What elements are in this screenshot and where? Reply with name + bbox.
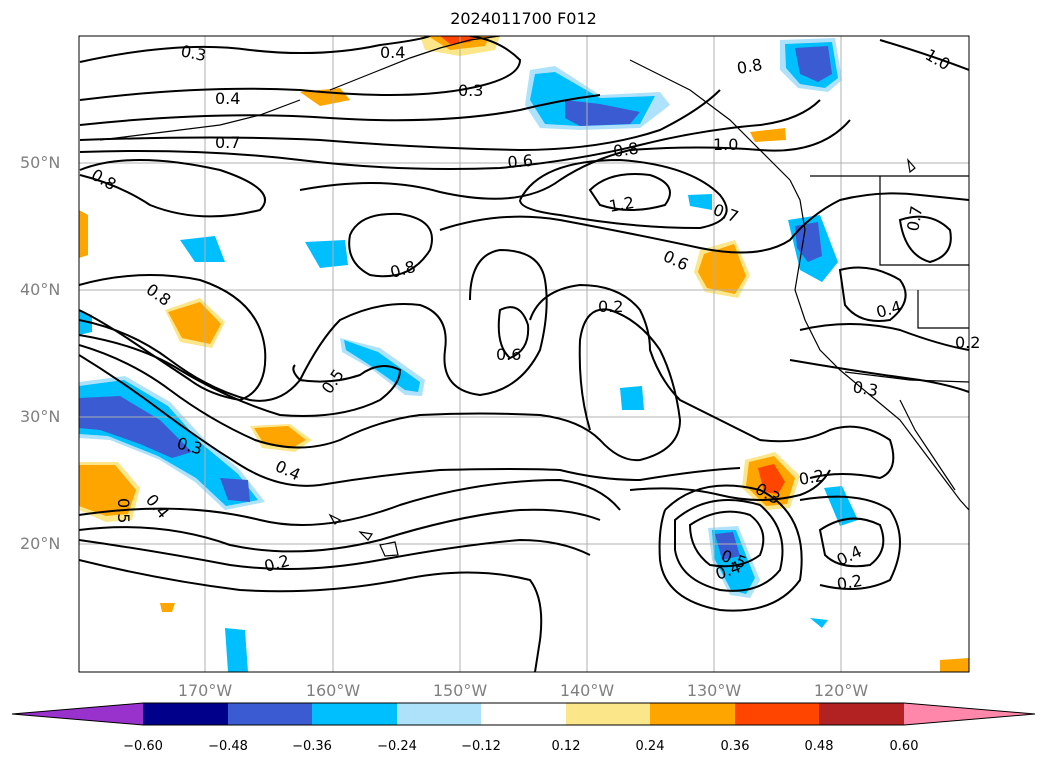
contour-label: 0.4 bbox=[272, 456, 303, 484]
contour-label: 0.2 bbox=[262, 551, 292, 576]
colorbar-segment bbox=[819, 703, 904, 725]
border-mexico bbox=[844, 371, 969, 383]
contour-label: 0.2 bbox=[835, 571, 863, 594]
colorbar-tick: −0.36 bbox=[292, 739, 332, 754]
alaska-coast bbox=[329, 36, 501, 91]
lon-label: 170°W bbox=[177, 681, 233, 700]
colorbar-tick: −0.48 bbox=[208, 739, 248, 754]
hawaii-island bbox=[379, 541, 399, 557]
colorbar-tick: 0.36 bbox=[720, 739, 750, 754]
island bbox=[907, 158, 916, 174]
contour-label: 0.6 bbox=[660, 246, 691, 274]
colorbar-segment bbox=[312, 703, 397, 725]
lat-label: 50°N bbox=[20, 153, 61, 172]
shade-positive bbox=[79, 465, 136, 516]
contour-label: 0.7 bbox=[215, 133, 240, 152]
colorbar-tick: −0.12 bbox=[461, 739, 501, 754]
contour-label: 0.4 bbox=[142, 490, 173, 522]
shade-negative bbox=[79, 310, 92, 335]
border-state bbox=[917, 290, 969, 329]
alaska-panhandle bbox=[629, 59, 791, 181]
contour-label: 0.4 bbox=[215, 89, 240, 108]
colorbar-segment bbox=[650, 703, 735, 725]
colorbar-segment bbox=[228, 703, 312, 725]
lon-label: 120°W bbox=[813, 681, 869, 700]
contour-label: 0.8 bbox=[88, 165, 120, 194]
lat-label: 40°N bbox=[20, 280, 61, 299]
contour-label: 1.0 bbox=[713, 135, 738, 154]
colorbar-segment bbox=[481, 703, 566, 725]
shade-negative bbox=[180, 236, 225, 262]
colorbar-extend-max-icon bbox=[904, 703, 1035, 725]
shade-positive bbox=[750, 128, 786, 142]
shade-positive bbox=[168, 302, 221, 344]
shade-positive bbox=[440, 36, 478, 44]
contour-label: 0.2 bbox=[955, 333, 980, 352]
lon-label: 150°W bbox=[432, 681, 488, 700]
contour-label: 0.5 bbox=[114, 498, 133, 523]
colorbar-outline bbox=[11, 702, 1036, 726]
contour-label: 1.2 bbox=[607, 193, 635, 216]
colorbar-segment bbox=[735, 703, 819, 725]
shade-negative bbox=[810, 618, 828, 628]
lon-label: 160°W bbox=[305, 681, 361, 700]
aleutian-chain bbox=[99, 99, 301, 141]
shade-negative bbox=[225, 628, 248, 672]
colorbar-segment bbox=[143, 703, 228, 725]
colorbar-tick: 0.12 bbox=[551, 739, 581, 754]
contour-label: 0.4 bbox=[380, 43, 405, 62]
shade-negative bbox=[795, 46, 832, 82]
shade-positive bbox=[940, 658, 969, 672]
contour-label: 0.3 bbox=[458, 81, 483, 100]
plot-frame bbox=[78, 35, 970, 673]
contour-label: 0.4 bbox=[874, 297, 904, 322]
shade-negative bbox=[565, 100, 640, 126]
lat-label: 30°N bbox=[20, 407, 61, 426]
contour-label: 0.8 bbox=[143, 280, 175, 310]
west-coast bbox=[789, 179, 969, 511]
shade-negative bbox=[715, 532, 740, 560]
contour-label: 0.3 bbox=[851, 377, 879, 400]
coastlines bbox=[99, 36, 969, 557]
shade-negative bbox=[688, 194, 712, 210]
shade-negative bbox=[220, 478, 250, 502]
contour-label: 0.2 bbox=[797, 466, 825, 489]
contour-label: 0.6 bbox=[496, 345, 521, 364]
lon-label: 140°W bbox=[559, 681, 615, 700]
shade-negative bbox=[620, 386, 644, 410]
colorbar-tick: −0.60 bbox=[123, 739, 163, 754]
contour-label: 0.8 bbox=[612, 139, 640, 161]
contour-label: 0.2 bbox=[598, 297, 623, 316]
contour-label: 0.8 bbox=[735, 55, 763, 78]
contour-label: 0.7 bbox=[903, 204, 926, 232]
border-state bbox=[879, 176, 969, 266]
shade-positive bbox=[758, 464, 785, 494]
contour-label: 0.8 bbox=[388, 257, 418, 282]
colorbar-tick: 0.24 bbox=[635, 739, 665, 754]
lon-label: 130°W bbox=[686, 681, 742, 700]
contour-lines bbox=[79, 36, 969, 672]
shade-negative bbox=[79, 396, 192, 458]
shade-positive bbox=[160, 603, 175, 612]
baja-coast bbox=[899, 399, 956, 491]
map-title: 2024011700 F012 bbox=[450, 9, 597, 28]
colorbar-tick: 0.48 bbox=[804, 739, 834, 754]
colorbar-extend-min-icon bbox=[12, 703, 143, 725]
colorbar-segment bbox=[566, 703, 650, 725]
colorbar bbox=[11, 702, 1036, 726]
hawaii-island bbox=[358, 531, 374, 541]
lat-label: 20°N bbox=[20, 534, 61, 553]
colorbar-tick: 0.60 bbox=[889, 739, 919, 754]
contour-label: 1.0 bbox=[922, 45, 954, 74]
contour-label: 0.6 bbox=[507, 151, 534, 172]
colorbar-segment bbox=[397, 703, 481, 725]
colorbar-tick: −0.24 bbox=[377, 739, 417, 754]
contour-label: 0.5 bbox=[318, 366, 348, 398]
shade-positive bbox=[698, 244, 746, 294]
contour-label: 0.3 bbox=[179, 41, 208, 65]
shade-negative bbox=[305, 240, 348, 268]
shade-positive bbox=[79, 210, 88, 258]
